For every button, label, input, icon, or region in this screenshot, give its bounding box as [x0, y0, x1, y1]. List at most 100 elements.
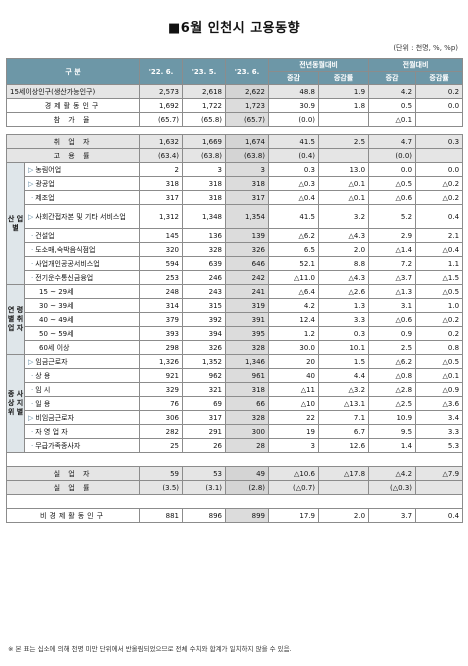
value-cell: 328	[182, 242, 227, 257]
value-cell: 17.9	[268, 508, 320, 523]
value-cell: 1.1	[415, 256, 464, 271]
value-cell: (△0.3)	[368, 480, 417, 495]
value-cell: 3.4	[415, 410, 464, 425]
dot-bullet-icon: ·	[31, 371, 34, 380]
header-mom-inc: 증감	[368, 71, 417, 85]
row-label-text: 비임금근로자	[35, 413, 75, 422]
dot-bullet-icon: ·	[31, 273, 34, 282]
row-age5: 60세 이상 298 326 328 30.0 10.1 2.5 0.8	[7, 340, 464, 355]
value-cell: 326	[182, 340, 227, 355]
value-cell: 314	[139, 298, 184, 313]
row-label-text: 50 ~ 59세	[39, 329, 74, 338]
row-ind5: · 건설업 145 136 139 △6.2 △4.3 2.9 2.1	[7, 228, 464, 243]
row-label: 실 업 자	[5, 466, 141, 481]
value-cell: 0.2	[415, 326, 464, 341]
value-cell: △2.8	[368, 382, 417, 397]
value-cell: 246	[182, 270, 227, 285]
header-yoy: 전년동월대비	[268, 58, 370, 72]
footnote: ※ 본 표는 십소에 의해 천명 미만 단위에서 반올림되었으므로 전체 수치와…	[8, 645, 292, 653]
value-cell: 12.6	[318, 438, 370, 453]
value-cell	[318, 480, 370, 495]
value-cell: △2.5	[368, 396, 417, 411]
row-label: · 임 시	[23, 382, 141, 397]
value-cell: 328	[225, 340, 270, 355]
value-cell: △1.5	[415, 270, 464, 285]
value-cell: 1,348	[182, 204, 227, 229]
group-industry: 산 업 별	[6, 162, 25, 285]
value-cell: 395	[225, 326, 270, 341]
value-cell: 243	[182, 284, 227, 299]
header-col-2023-05: '23. 5.	[182, 58, 227, 85]
value-cell: 6.5	[268, 242, 320, 257]
value-cell: △0.4	[415, 242, 464, 257]
value-cell: (3.5)	[139, 480, 184, 495]
value-cell: (63.8)	[182, 148, 227, 163]
value-cell: 1.4	[368, 438, 417, 453]
value-cell: 13.0	[318, 162, 370, 177]
value-cell: 12.4	[268, 312, 320, 327]
value-cell: 52.1	[268, 256, 320, 271]
value-cell: 0.3	[415, 134, 464, 149]
row-label: 15세이상인구(생산가능인구)	[5, 84, 141, 99]
value-cell	[415, 148, 464, 163]
value-cell: 41.5	[268, 134, 320, 149]
row-st7: · 무급가족종사자 25 26 28 3 12.6 1.4 5.3	[7, 438, 464, 453]
value-cell: 881	[139, 508, 184, 523]
row-active: 경제활동인구 1,692 1,722 1,723 30.9 1.8 0.5 0.0	[5, 98, 464, 113]
value-cell: △0.1	[318, 176, 370, 191]
value-cell: 1.3	[318, 298, 370, 313]
value-cell: 20	[268, 354, 320, 369]
value-cell: 48.8	[268, 84, 320, 99]
row-label: 경제활동인구	[5, 98, 141, 113]
value-cell: 248	[139, 284, 184, 299]
value-cell: 317	[182, 410, 227, 425]
value-cell: 1,674	[225, 134, 270, 149]
value-cell: 2.5	[368, 340, 417, 355]
value-cell: 69	[182, 396, 227, 411]
value-cell: △13.1	[318, 396, 370, 411]
value-cell: 3.2	[318, 204, 370, 229]
value-cell: 0.9	[368, 326, 417, 341]
value-cell: 4.2	[268, 298, 320, 313]
triangle-bullet-icon: ▷	[28, 357, 34, 366]
value-cell: (0.0)	[268, 112, 320, 127]
value-cell: △2.6	[318, 284, 370, 299]
value-cell: 5.3	[415, 438, 464, 453]
row-emprate: 고 용 률 (63.4) (63.8) (63.8) (0.4) (0.0)	[5, 148, 464, 163]
value-cell: 30.9	[268, 98, 320, 113]
value-cell: 899	[225, 508, 270, 523]
row-label: · 도소매,숙박음식점업	[23, 242, 141, 257]
value-cell	[415, 480, 464, 495]
row-ind7: · 사업개인공공서비스업 594 639 646 52.1 8.8 7.2 1.1	[7, 256, 464, 271]
row-age1: 연 령 별 취 업 자 15 ~ 29세 248 243 241 △6.4 △2.6 △1.3…	[6, 284, 464, 355]
value-cell: 646	[225, 256, 270, 271]
row-label-text: 경제활동인구	[44, 101, 102, 110]
dot-bullet-icon: ·	[31, 385, 34, 394]
value-cell: 0.0	[368, 162, 417, 177]
value-cell: 0.4	[415, 204, 464, 229]
value-cell: 2,618	[182, 84, 227, 99]
dot-bullet-icon: ·	[31, 231, 34, 240]
row-label: ▷ 광공업	[23, 176, 141, 191]
header-col-2023-06: '23. 6.	[225, 58, 270, 85]
value-cell: 0.8	[415, 340, 464, 355]
unit-note: (단위 : 천명, %, %p)	[393, 44, 458, 52]
row-ind1: 산 업 별 ▷ 농림어업 2 3 3 0.3 13.0 0.0 0.0	[6, 162, 464, 285]
value-cell: 318	[225, 382, 270, 397]
value-cell: △11	[268, 382, 320, 397]
value-cell: 0.5	[368, 98, 417, 113]
value-cell: 320	[139, 242, 184, 257]
value-cell: 10.9	[368, 410, 417, 425]
row-label-text: 광공업	[35, 179, 55, 188]
row-label: ▷ 임금근로자	[23, 354, 141, 369]
value-cell: 594	[139, 256, 184, 271]
dot-bullet-icon: ·	[31, 441, 34, 450]
value-cell: (65.8)	[182, 112, 227, 127]
triangle-bullet-icon: ▷	[28, 179, 34, 188]
row-label-text: 15 ~ 29세	[39, 287, 74, 296]
value-cell: 291	[182, 424, 227, 439]
value-cell: △0.5	[368, 176, 417, 191]
value-cell: 1.0	[415, 298, 464, 313]
value-cell: 392	[182, 312, 227, 327]
